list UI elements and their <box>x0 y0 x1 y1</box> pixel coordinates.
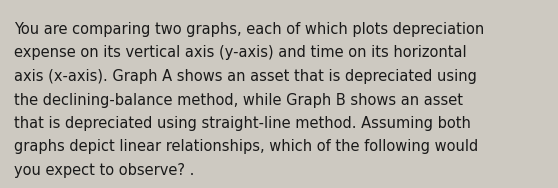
Text: graphs depict linear relationships, which of the following would: graphs depict linear relationships, whic… <box>14 139 478 155</box>
Text: You are comparing two graphs, each of which plots depreciation: You are comparing two graphs, each of wh… <box>14 22 484 37</box>
Text: expense on its vertical axis (y-axis) and time on its horizontal: expense on its vertical axis (y-axis) an… <box>14 45 466 61</box>
Text: axis (x-axis). Graph A shows an asset that is depreciated using: axis (x-axis). Graph A shows an asset th… <box>14 69 477 84</box>
Text: the declining-balance method, while Graph B shows an asset: the declining-balance method, while Grap… <box>14 92 463 108</box>
Text: that is depreciated using straight-line method. Assuming both: that is depreciated using straight-line … <box>14 116 471 131</box>
Text: you expect to observe? .: you expect to observe? . <box>14 163 194 178</box>
